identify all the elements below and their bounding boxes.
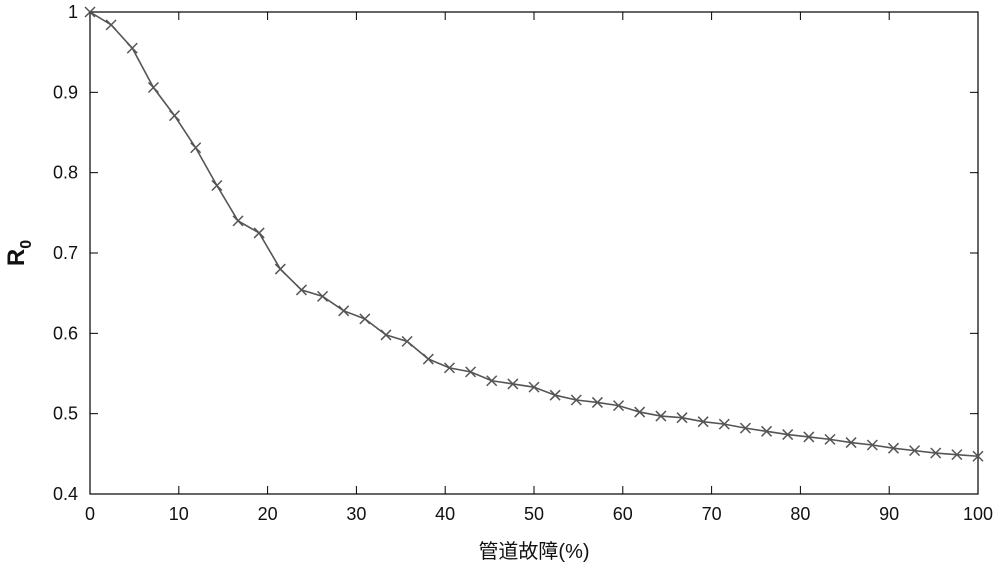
x-tick-label: 40 bbox=[435, 504, 455, 524]
data-point-marker bbox=[296, 285, 306, 295]
data-point-marker bbox=[318, 291, 328, 301]
y-tick-label: 0.6 bbox=[53, 323, 78, 343]
y-axis-title-main: R bbox=[3, 249, 30, 266]
data-point-marker bbox=[360, 314, 370, 324]
y-tick-label: 1 bbox=[68, 2, 78, 22]
x-tick-label: 0 bbox=[85, 504, 95, 524]
y-axis-title-subscript: 0 bbox=[18, 240, 35, 249]
data-point-marker bbox=[191, 143, 201, 153]
x-tick-label: 90 bbox=[879, 504, 899, 524]
x-tick-label: 60 bbox=[613, 504, 633, 524]
x-tick-label: 20 bbox=[258, 504, 278, 524]
y-axis-title: R0 bbox=[3, 240, 35, 266]
y-tick-label: 0.9 bbox=[53, 82, 78, 102]
data-point-marker bbox=[106, 20, 116, 30]
svg-text:R0: R0 bbox=[3, 240, 35, 266]
x-tick-label: 80 bbox=[790, 504, 810, 524]
data-point-marker bbox=[127, 43, 137, 53]
x-axis-title: 管道故障(%) bbox=[478, 540, 589, 563]
y-tick-label: 0.8 bbox=[53, 163, 78, 183]
plot-frame bbox=[90, 12, 978, 494]
data-point-marker bbox=[402, 336, 412, 346]
x-tick-label: 100 bbox=[963, 504, 993, 524]
axis-tick-labels: 0 10 20 30 40 50 60 70 80 90 100 0.4 0.5 0.6 0.7 0.8 0.9… bbox=[53, 2, 993, 524]
data-point-marker bbox=[254, 228, 264, 238]
data-point-marker bbox=[148, 83, 158, 93]
x-tick-label: 70 bbox=[702, 504, 722, 524]
x-tick-label: 50 bbox=[524, 504, 544, 524]
data-point-marker bbox=[233, 216, 243, 226]
data-point-marker bbox=[275, 264, 285, 274]
series-line bbox=[90, 12, 978, 456]
y-tick-label: 0.4 bbox=[53, 484, 78, 504]
data-point-marker bbox=[170, 111, 180, 121]
series-markers bbox=[85, 7, 983, 461]
y-tick-label: 0.5 bbox=[53, 404, 78, 424]
axis-ticks bbox=[90, 12, 978, 494]
y-tick-label: 0.7 bbox=[53, 243, 78, 263]
data-point-marker bbox=[381, 330, 391, 340]
x-tick-label: 10 bbox=[169, 504, 189, 524]
data-point-marker bbox=[339, 306, 349, 316]
data-point-marker bbox=[423, 354, 433, 364]
x-tick-label: 30 bbox=[346, 504, 366, 524]
data-point-marker bbox=[212, 181, 222, 191]
